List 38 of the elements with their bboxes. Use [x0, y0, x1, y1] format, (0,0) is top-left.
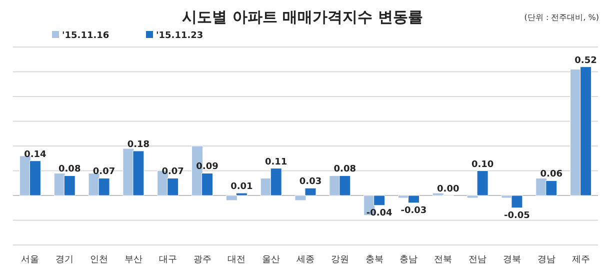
data-label: -0.05	[504, 210, 530, 221]
data-label: 0.01	[230, 182, 253, 192]
data-label: 0.18	[127, 140, 150, 150]
data-label: 0.07	[162, 167, 184, 178]
data-label: 0.00	[437, 184, 460, 194]
chart-title: 시도별 아파트 매매가격지수 변동률	[182, 8, 423, 26]
x-tick-label: 강원	[330, 255, 349, 265]
text: (단위 : 전주대비, %)	[524, 13, 599, 22]
x-tick-label: 경북	[502, 255, 521, 265]
data-label: -0.04	[366, 208, 392, 218]
data-label: 0.03	[299, 177, 322, 188]
x-tick-label: 경남	[537, 255, 556, 265]
x-tick-label: 세종	[296, 255, 314, 265]
data-label: 0.06	[540, 170, 562, 180]
x-tick-label: 대전	[228, 255, 246, 265]
legend-label: '15.11.16	[62, 31, 110, 41]
x-tick-label: 광주	[193, 255, 212, 265]
x-tick-label: 울산	[262, 255, 280, 265]
data-label: 0.07	[92, 167, 116, 178]
data-label: 0.09	[196, 162, 218, 172]
data-label: 0.11	[264, 157, 288, 168]
legend-label: '15.11.23	[156, 31, 204, 41]
x-tick-label: 경기	[56, 255, 74, 265]
x-tick-label: 전남	[468, 255, 487, 265]
data-label: 0.08	[334, 164, 356, 175]
data-label: 0.08	[58, 164, 81, 175]
x-tick-label: 제주	[572, 255, 590, 265]
data-label: 0.52	[574, 56, 597, 66]
x-tick-label: 부산	[124, 255, 142, 265]
x-tick-label: 충남	[400, 255, 418, 265]
data-label: 0.14	[24, 150, 46, 160]
x-tick-label: 인천	[90, 255, 108, 265]
x-tick-label: 충북	[365, 255, 384, 265]
data-label: 0.10	[471, 160, 494, 170]
x-tick-label: 대구	[158, 255, 177, 265]
data-label: -0.03	[400, 206, 427, 216]
x-tick-label: 전북	[434, 255, 452, 265]
x-tick-label: 서울	[21, 255, 40, 265]
